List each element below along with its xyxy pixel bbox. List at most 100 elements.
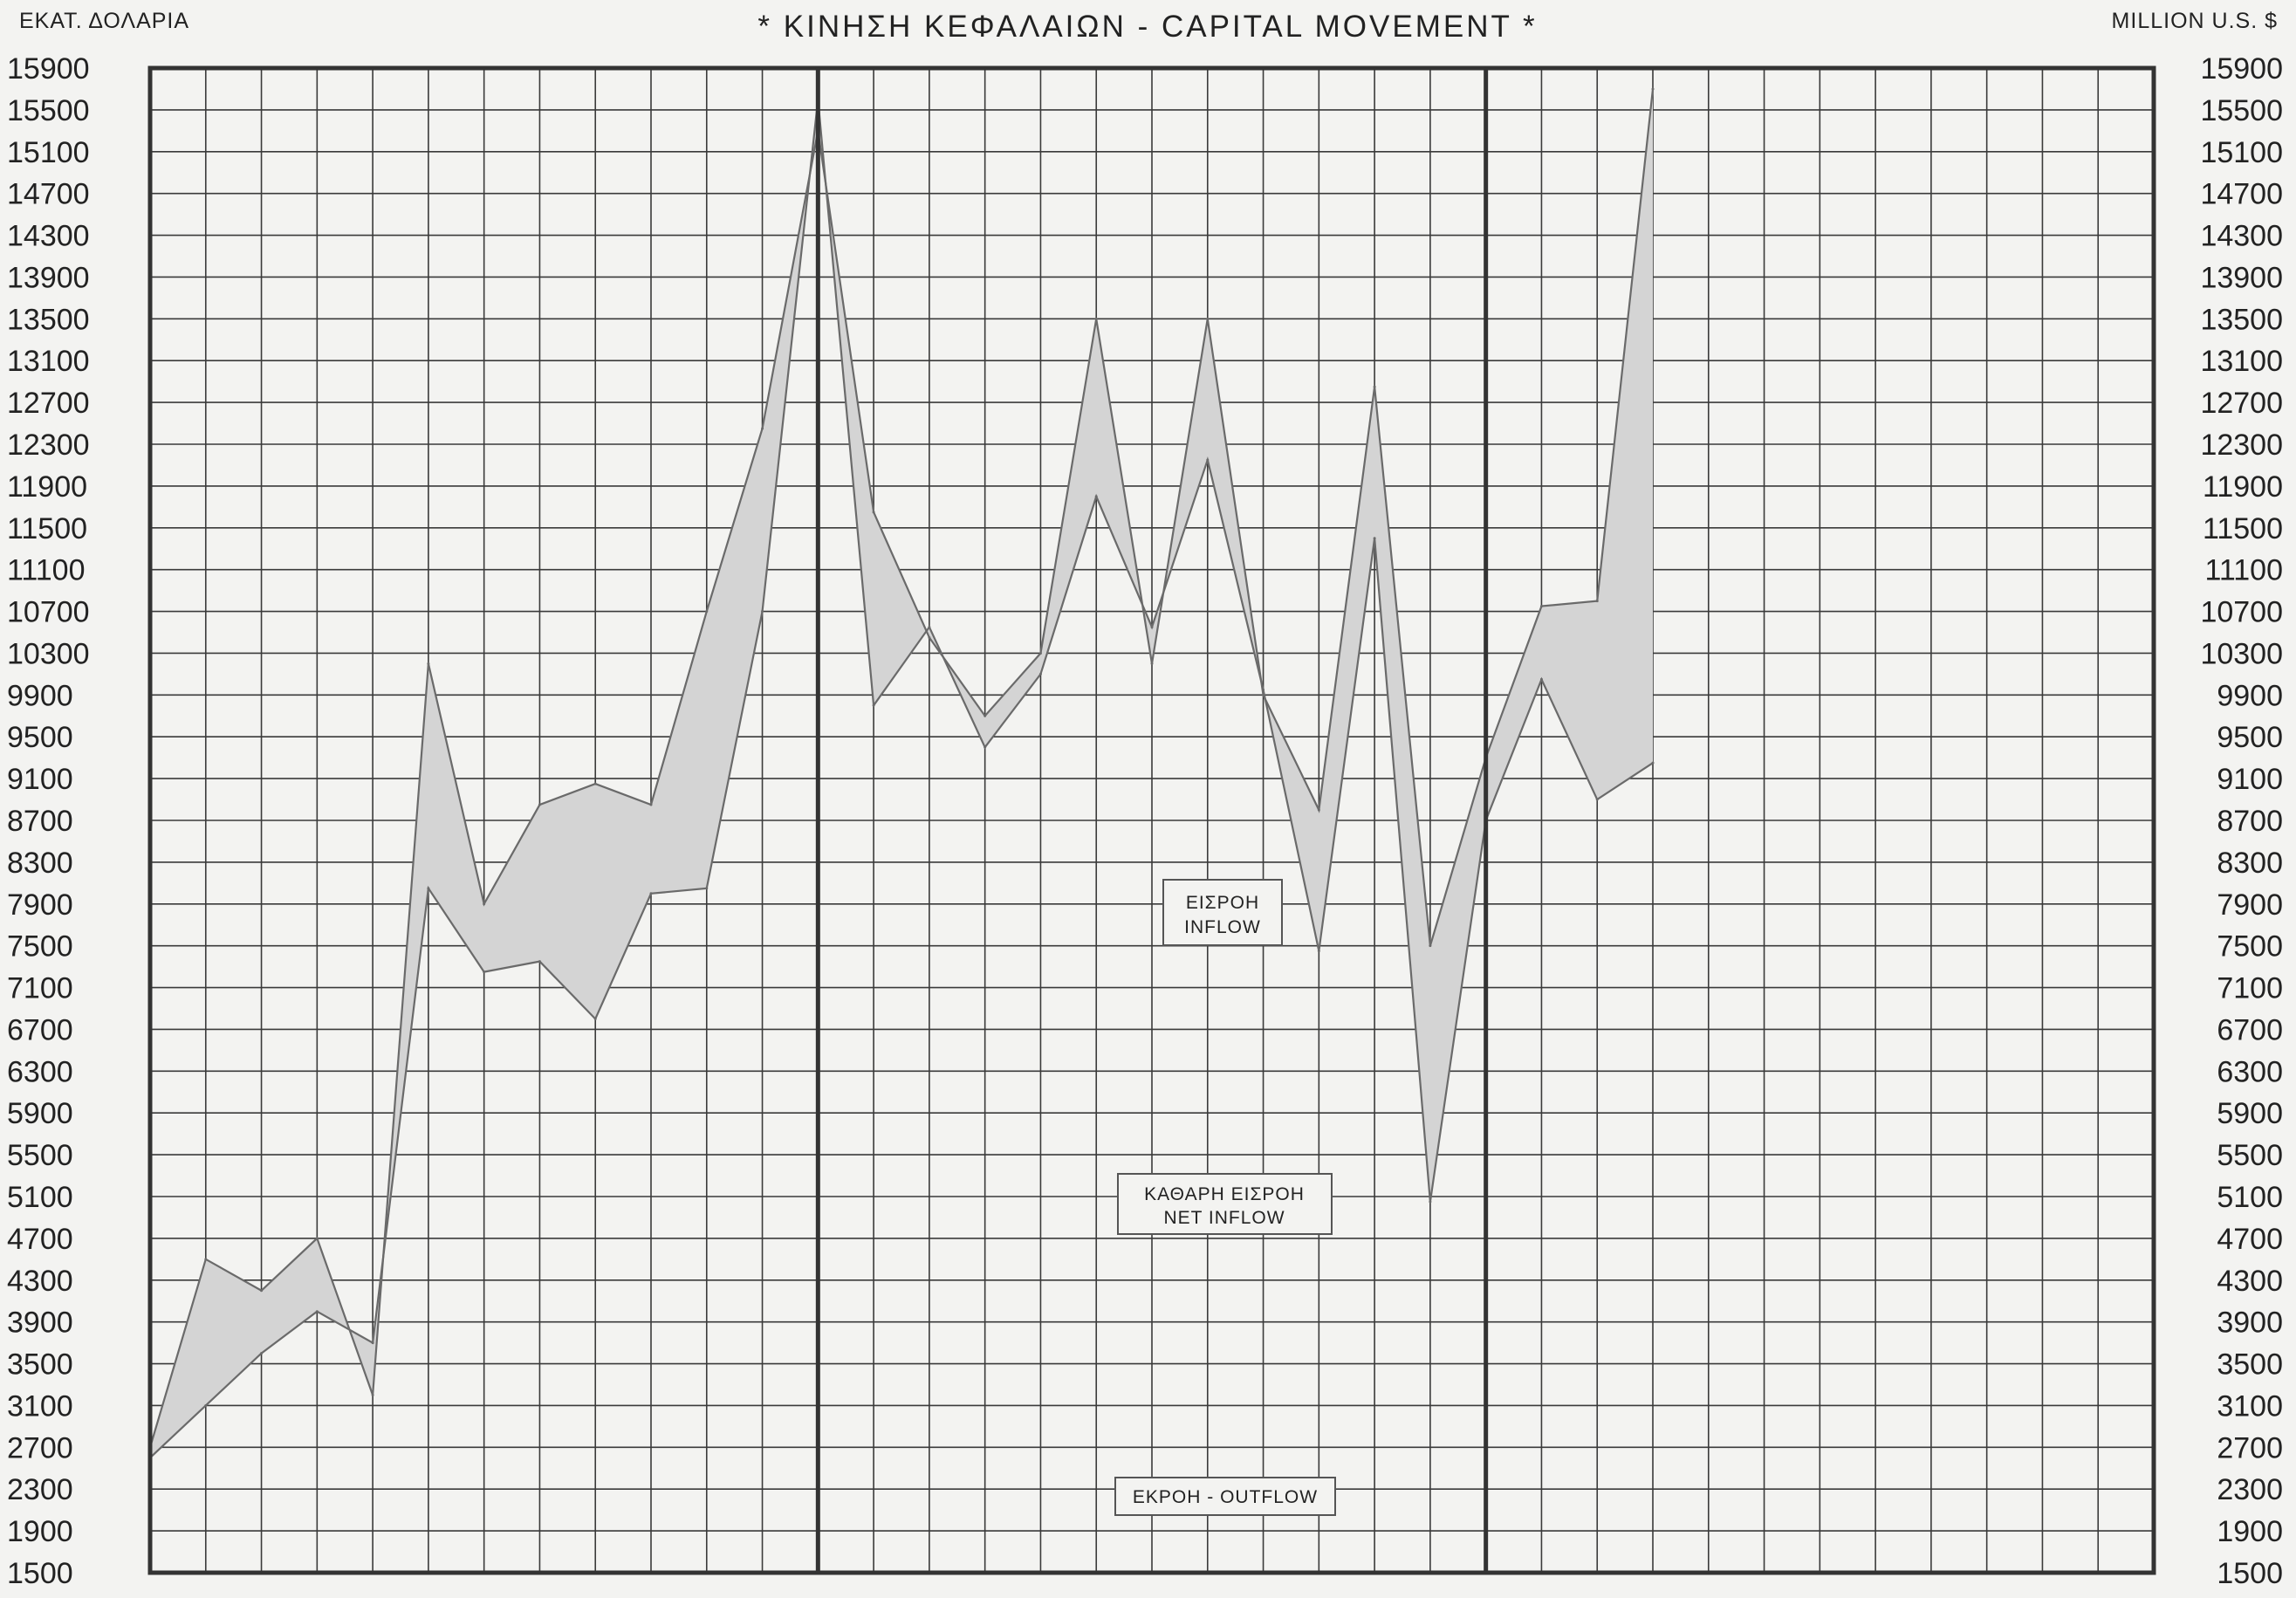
y-tick-right-13: 6700 — [2217, 1013, 2283, 1046]
y-tick-left-28: 12700 — [7, 387, 90, 420]
series-1-point-2 — [260, 1352, 264, 1355]
y-tick-left-8: 4700 — [7, 1223, 73, 1256]
y-tick-left-9: 5100 — [7, 1181, 73, 1214]
series-1-point-25 — [1539, 677, 1543, 681]
y-tick-left-33: 14700 — [7, 178, 90, 211]
y-tick-right-17: 8300 — [2217, 847, 2283, 880]
plot-frame — [147, 65, 2156, 1575]
annotation-outflow-label: ΕΚΡΟΗ - OUTFLOW — [1133, 1487, 1318, 1507]
y-tick-right-12: 6300 — [2217, 1055, 2283, 1088]
y-tick-left-10: 5500 — [7, 1139, 73, 1172]
y-tick-right-8: 4700 — [2217, 1223, 2283, 1256]
series-0-point-13 — [872, 511, 875, 514]
y-tick-right-24: 11100 — [2205, 554, 2284, 587]
y-tick-right-7: 4300 — [2217, 1265, 2283, 1298]
y-tick-right-16: 7900 — [2217, 888, 2283, 922]
series-0-point-6 — [483, 902, 486, 906]
series-1-point-8 — [593, 1017, 597, 1020]
annotation-outflow: ΕΚΡΟΗ - OUTFLOW — [1114, 1477, 1336, 1516]
series-0-point-3 — [315, 1237, 319, 1240]
series-1-point-9 — [649, 892, 653, 895]
annotation-inflow: ΕΙΣΡΟΗ INFLOW — [1162, 879, 1283, 946]
series-1-point-4 — [371, 1341, 374, 1345]
y-tick-left-16: 7900 — [7, 888, 73, 922]
y-tick-right-36: 15900 — [2200, 52, 2283, 86]
y-tick-left-13: 6700 — [7, 1013, 73, 1046]
series-0-point-22 — [1373, 385, 1376, 388]
y-tick-left-19: 9100 — [7, 763, 73, 796]
series-1-point-14 — [928, 626, 931, 629]
y-tick-right-0: 1500 — [2217, 1557, 2283, 1590]
y-tick-left-11: 5900 — [7, 1097, 73, 1130]
series-0-point-8 — [593, 782, 597, 785]
series-0-point-26 — [1595, 600, 1599, 603]
plot-border — [147, 65, 2156, 1575]
y-tick-left-14: 7100 — [7, 972, 73, 1005]
series-1-point-10 — [705, 887, 709, 890]
series-1-point-16 — [1038, 672, 1042, 676]
y-tick-left-6: 3900 — [7, 1307, 73, 1340]
series-1-point-26 — [1595, 798, 1599, 801]
y-tick-right-6: 3900 — [2217, 1307, 2283, 1340]
y-tick-right-21: 9900 — [2217, 679, 2283, 712]
series-lines-layer — [148, 87, 1655, 1459]
y-tick-left-22: 10300 — [7, 637, 90, 670]
series-1-point-18 — [1150, 626, 1154, 629]
y-tick-right-32: 14300 — [2200, 220, 2283, 253]
annotation-net-inflow-line2: NET INFLOW — [1163, 1208, 1285, 1228]
y-tick-right-29: 13100 — [2200, 345, 2283, 378]
series-0-point-4 — [371, 1393, 374, 1396]
series-line-0 — [148, 88, 1655, 1448]
y-tick-left-24: 11100 — [7, 554, 86, 587]
y-tick-right-5: 3500 — [2217, 1348, 2283, 1382]
y-tick-right-30: 13500 — [2200, 303, 2283, 336]
y-tick-left-5: 3500 — [7, 1348, 73, 1382]
y-tick-left-36: 15900 — [7, 52, 90, 86]
series-0-point-14 — [928, 635, 931, 639]
series-0-point-27 — [1651, 87, 1655, 91]
y-tick-right-15: 7500 — [2217, 930, 2283, 964]
y-tick-right-23: 10700 — [2200, 596, 2283, 629]
series-1-point-11 — [761, 610, 764, 614]
y-tick-right-33: 14700 — [2200, 178, 2283, 211]
series-1-point-23 — [1429, 1200, 1432, 1204]
y-tick-right-1: 1900 — [2217, 1515, 2283, 1548]
y-tick-right-10: 5500 — [2217, 1139, 2283, 1172]
y-tick-left-18: 8700 — [7, 805, 73, 838]
series-1-point-7 — [538, 960, 541, 964]
y-tick-left-4: 3100 — [7, 1389, 73, 1423]
y-tick-right-20: 9500 — [2217, 721, 2283, 754]
series-0-point-2 — [260, 1289, 264, 1293]
y-tick-left-27: 12300 — [7, 429, 90, 462]
y-tick-right-18: 8700 — [2217, 805, 2283, 838]
y-tick-left-35: 15500 — [7, 94, 90, 127]
y-tick-left-26: 11900 — [7, 470, 87, 504]
annotation-net-inflow-line1: ΚΑΘΑΡΗ ΕΙΣΡΟΗ — [1144, 1184, 1305, 1204]
y-tick-left-20: 9500 — [7, 721, 73, 754]
series-0-point-18 — [1150, 662, 1154, 665]
y-tick-right-34: 15100 — [2200, 136, 2283, 169]
chart-title: * ΚΙΝΗΣΗ ΚΕΦΑΛΑΙΩΝ - CAPITAL MOVEMENT * — [757, 10, 1537, 44]
y-tick-labels: 1500 1500 1900 1900 2300 2300 2700 2700 3100 3100… — [7, 52, 2283, 1590]
y-tick-left-3: 2700 — [7, 1431, 73, 1464]
series-0-point-9 — [649, 803, 653, 806]
left-unit-label: ΕΚΑΤ. ΔΟΛΑΡΙΑ — [19, 9, 189, 33]
y-tick-right-14: 7100 — [2217, 972, 2283, 1005]
y-tick-left-12: 6300 — [7, 1055, 73, 1088]
y-tick-left-31: 13900 — [7, 261, 90, 294]
series-0-point-7 — [538, 803, 541, 806]
y-tick-right-11: 5900 — [2217, 1097, 2283, 1130]
series-1-point-17 — [1094, 495, 1098, 498]
y-tick-right-9: 5100 — [2217, 1181, 2283, 1214]
y-tick-right-26: 11900 — [2203, 470, 2283, 504]
annotation-outflow-box — [1114, 1477, 1336, 1516]
series-0-point-11 — [761, 427, 764, 430]
right-unit-label: MILLION U.S. $ — [2112, 9, 2278, 33]
y-tick-right-28: 12700 — [2200, 387, 2283, 420]
y-tick-left-17: 8300 — [7, 847, 73, 880]
y-tick-left-7: 4300 — [7, 1265, 73, 1298]
y-tick-left-21: 9900 — [7, 679, 73, 712]
y-tick-left-15: 7500 — [7, 930, 73, 964]
